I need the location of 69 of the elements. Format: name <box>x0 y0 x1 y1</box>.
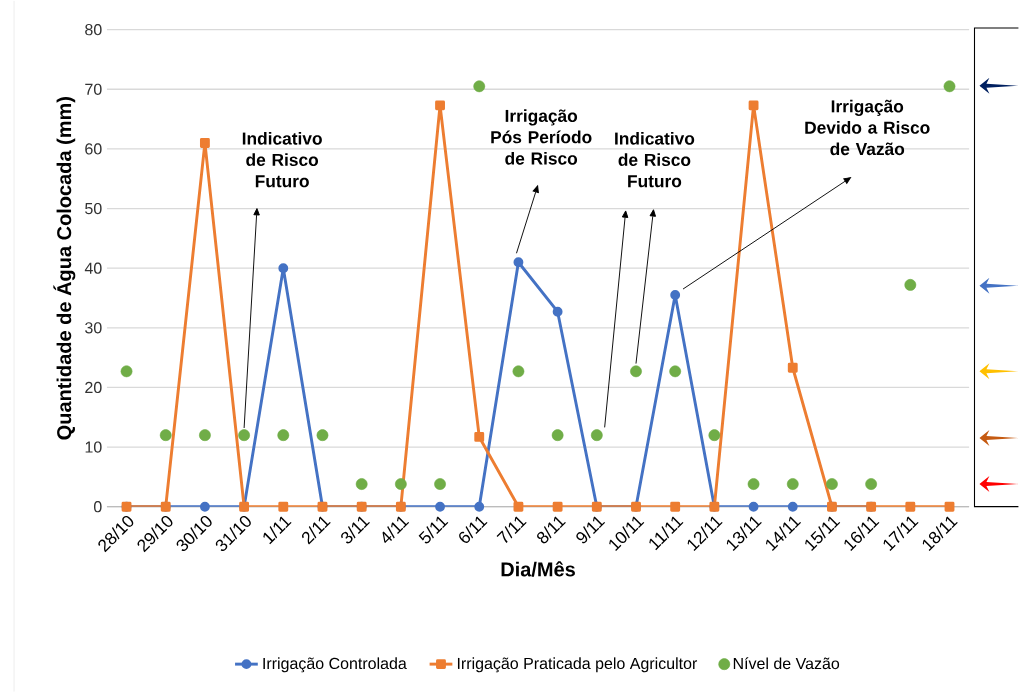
point <box>590 429 603 442</box>
x-tick-label: 5/11 <box>418 516 449 544</box>
point <box>670 290 681 301</box>
point <box>748 501 759 512</box>
y-tick-label: 0 <box>93 501 102 513</box>
y-axis-title: Quantidade de Água Colocada (mm) <box>53 97 76 440</box>
x-tick-label: 9/11 <box>576 516 606 544</box>
x-tick-label: 2/11 <box>301 516 331 545</box>
x-axis-title: Dia/Mês <box>501 561 575 577</box>
point <box>199 138 210 149</box>
point <box>394 478 407 491</box>
x-tick-label: 1/11 <box>263 516 292 545</box>
point <box>905 501 916 512</box>
point <box>238 429 250 442</box>
point <box>787 363 798 373</box>
y-tick-label: 20 <box>85 381 102 394</box>
point <box>944 501 955 512</box>
point <box>670 501 681 512</box>
point <box>630 365 642 378</box>
point <box>434 478 446 491</box>
legend-label: Irrigação Controlada <box>263 657 407 673</box>
point <box>513 501 524 512</box>
annotation: Irrigação Pós Período de Risco <box>491 109 592 165</box>
point <box>199 429 211 442</box>
y-tick-label: 60 <box>85 143 102 155</box>
point <box>512 365 525 378</box>
x-tick-label: 3/11 <box>341 516 370 544</box>
point <box>278 263 289 274</box>
point <box>435 501 445 512</box>
point <box>355 478 368 491</box>
y-tick-label: 70 <box>85 83 102 96</box>
point <box>708 429 721 442</box>
point <box>277 429 290 442</box>
y-tick-label: 10 <box>85 441 102 453</box>
point <box>316 429 329 442</box>
legend-label: Irrigação Praticada pelo Agricultor <box>457 657 698 673</box>
point <box>747 478 760 491</box>
y-tick-label: 50 <box>85 203 102 215</box>
point <box>473 80 486 93</box>
point <box>552 501 563 512</box>
x-tick-label: 4/11 <box>382 516 410 544</box>
point <box>159 429 172 442</box>
point <box>787 501 798 512</box>
point <box>278 501 289 512</box>
point <box>865 478 877 491</box>
point <box>786 478 799 491</box>
point <box>904 279 917 291</box>
point <box>435 100 445 111</box>
point <box>199 501 210 512</box>
annotation: Irrigação Devido a Risco de Vazão <box>805 99 930 156</box>
annotation: Indicativo de Risco Futuro <box>242 132 322 188</box>
y-tick-label: 40 <box>84 262 102 275</box>
point <box>748 100 759 111</box>
y-tick-label: 30 <box>85 322 102 334</box>
x-tick-label: 8/11 <box>537 516 566 544</box>
x-tick-label: 7/11 <box>496 516 527 544</box>
point <box>669 365 682 378</box>
point <box>474 501 485 512</box>
point <box>552 306 563 317</box>
point <box>826 478 838 491</box>
annotation: Indicativo de Risco Futuro <box>615 132 695 188</box>
x-tick-label: 6/11 <box>459 516 488 544</box>
point <box>474 432 485 443</box>
legend-label: Nível de Vazão <box>733 657 840 670</box>
y-tick-label: 80 <box>85 24 102 36</box>
point <box>551 429 564 442</box>
point <box>943 80 956 93</box>
point <box>513 257 524 268</box>
point <box>120 365 133 378</box>
